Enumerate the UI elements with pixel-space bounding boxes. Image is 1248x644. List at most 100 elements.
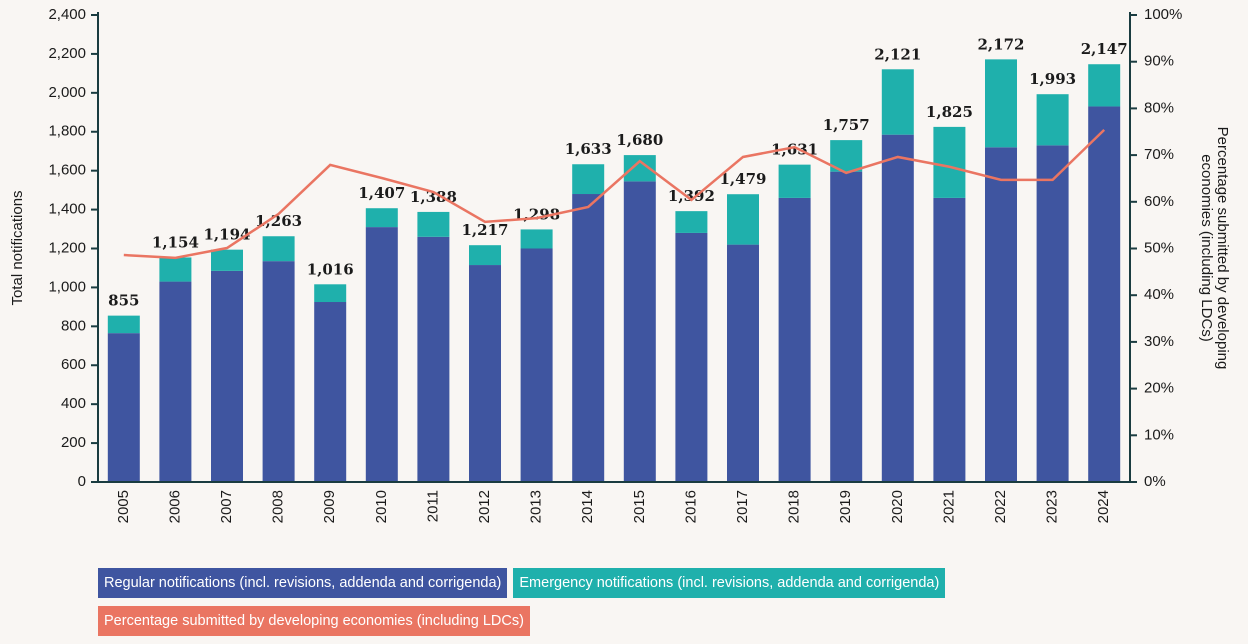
legend-item: Emergency notifications (incl. revisions… bbox=[513, 568, 946, 598]
bar-segment bbox=[727, 244, 759, 482]
bar-segment bbox=[675, 232, 708, 482]
bar-segment bbox=[572, 164, 605, 195]
y-tick-label: 200 bbox=[61, 434, 86, 451]
y-tick-label: 1,200 bbox=[48, 239, 86, 256]
y-tick-label: 600 bbox=[61, 356, 86, 373]
y2-tick-label: 80% bbox=[1144, 99, 1174, 116]
y2-tick-label: 30% bbox=[1144, 333, 1174, 350]
bar-segment bbox=[778, 197, 811, 483]
bar-segment bbox=[314, 284, 347, 303]
bar-segment bbox=[417, 211, 450, 237]
bar-segment bbox=[107, 315, 140, 334]
bar-segment bbox=[159, 257, 192, 282]
bar-segment bbox=[365, 227, 398, 482]
bar-segment bbox=[417, 236, 450, 482]
x-tick-label: 2012 bbox=[476, 490, 493, 523]
bar-segment bbox=[211, 270, 243, 482]
total-label: 1,757 bbox=[823, 116, 870, 134]
bar-segment bbox=[520, 229, 553, 249]
x-tick-label: 2007 bbox=[218, 490, 235, 523]
total-label: 1,825 bbox=[926, 103, 973, 121]
y-tick-label: 1,000 bbox=[48, 278, 86, 295]
total-label: 1,392 bbox=[668, 187, 715, 205]
bar-segment bbox=[520, 248, 553, 482]
bar-segment bbox=[572, 194, 605, 482]
bar-segment bbox=[985, 147, 1017, 483]
x-tick-label: 2006 bbox=[166, 490, 183, 523]
x-tick-label: 2014 bbox=[579, 490, 596, 523]
bar-segment bbox=[1088, 64, 1121, 107]
y2-tick-label: 20% bbox=[1144, 380, 1174, 397]
bar-segment bbox=[262, 236, 295, 262]
bar-segment bbox=[985, 59, 1017, 148]
bar-segment bbox=[365, 208, 398, 228]
y-tick-label: 400 bbox=[61, 395, 86, 412]
bar-segment bbox=[1088, 106, 1121, 483]
bar-segment bbox=[933, 126, 966, 198]
chart: Total notifications Percentage submitted… bbox=[9, 6, 1231, 523]
x-tick-label: 2019 bbox=[837, 490, 854, 523]
y-tick-label: 1,600 bbox=[48, 162, 86, 179]
y-axis-label: Total notifications bbox=[9, 190, 26, 305]
y2-axis-label: Percentage submitted by developing bbox=[1214, 127, 1231, 370]
total-label: 1,154 bbox=[152, 233, 199, 251]
legend-item: Percentage submitted by developing econo… bbox=[98, 606, 530, 636]
y2-tick-label: 40% bbox=[1144, 286, 1174, 303]
bar-segment bbox=[159, 281, 192, 482]
bar-segment bbox=[469, 265, 501, 482]
y2-tick-label: 10% bbox=[1144, 426, 1174, 443]
x-tick-label: 2011 bbox=[424, 490, 441, 522]
y-tick-label: 2,400 bbox=[48, 6, 86, 23]
y-tick-label: 2,200 bbox=[48, 45, 86, 62]
legend-item: Regular notifications (incl. revisions, … bbox=[98, 568, 508, 598]
y-tick-label: 0 bbox=[78, 473, 86, 490]
total-label: 1,388 bbox=[410, 188, 457, 206]
bar-segment bbox=[623, 181, 656, 482]
x-tick-label: 2024 bbox=[1095, 490, 1112, 523]
legend: Regular notifications (incl. revisions, … bbox=[98, 568, 1198, 644]
bar-segment bbox=[1036, 145, 1069, 482]
y-tick-label: 2,000 bbox=[48, 84, 86, 101]
bar-segment bbox=[211, 249, 243, 271]
y2-tick-label: 60% bbox=[1144, 193, 1174, 210]
total-label: 1,680 bbox=[616, 131, 663, 149]
total-label: 1,217 bbox=[462, 221, 509, 239]
y2-axis-label: economies (including LDCs) bbox=[1198, 154, 1215, 342]
x-tick-label: 2015 bbox=[631, 490, 648, 523]
bar-segment bbox=[262, 261, 295, 482]
total-label: 2,147 bbox=[1081, 40, 1128, 58]
y-tick-label: 1,800 bbox=[48, 123, 86, 140]
bar-segment bbox=[107, 333, 140, 482]
y2-tick-label: 100% bbox=[1144, 6, 1182, 23]
total-label: 1,633 bbox=[565, 140, 612, 158]
total-label: 1,479 bbox=[720, 170, 767, 188]
legend-row: Regular notifications (incl. revisions, … bbox=[98, 568, 1198, 598]
y-tick-label: 800 bbox=[61, 317, 86, 334]
x-tick-label: 2009 bbox=[321, 490, 338, 523]
x-tick-label: 2018 bbox=[786, 490, 803, 523]
bar-segment bbox=[830, 171, 863, 482]
bar-segment bbox=[675, 211, 708, 233]
x-tick-label: 2023 bbox=[1044, 490, 1061, 523]
total-label: 855 bbox=[108, 292, 139, 310]
y-tick-label: 1,400 bbox=[48, 201, 86, 218]
bar-segment bbox=[881, 134, 914, 482]
x-tick-label: 2010 bbox=[373, 490, 390, 523]
bar-segment bbox=[881, 69, 914, 135]
total-label: 1,016 bbox=[307, 260, 354, 278]
total-label: 2,172 bbox=[978, 35, 1025, 53]
x-tick-label: 2022 bbox=[992, 490, 1009, 523]
bar-segment bbox=[1036, 94, 1069, 146]
x-tick-label: 2013 bbox=[528, 490, 545, 523]
x-tick-label: 2005 bbox=[115, 490, 132, 523]
y2-tick-label: 0% bbox=[1144, 473, 1166, 490]
total-label: 2,121 bbox=[874, 45, 921, 63]
x-tick-label: 2020 bbox=[889, 490, 906, 523]
x-tick-label: 2021 bbox=[940, 490, 957, 523]
bar-segment bbox=[727, 194, 759, 245]
legend-row: Percentage submitted by developing econo… bbox=[98, 606, 1198, 636]
total-label: 1,263 bbox=[255, 212, 302, 230]
y2-tick-label: 90% bbox=[1144, 53, 1174, 70]
total-label: 1,194 bbox=[204, 226, 251, 244]
